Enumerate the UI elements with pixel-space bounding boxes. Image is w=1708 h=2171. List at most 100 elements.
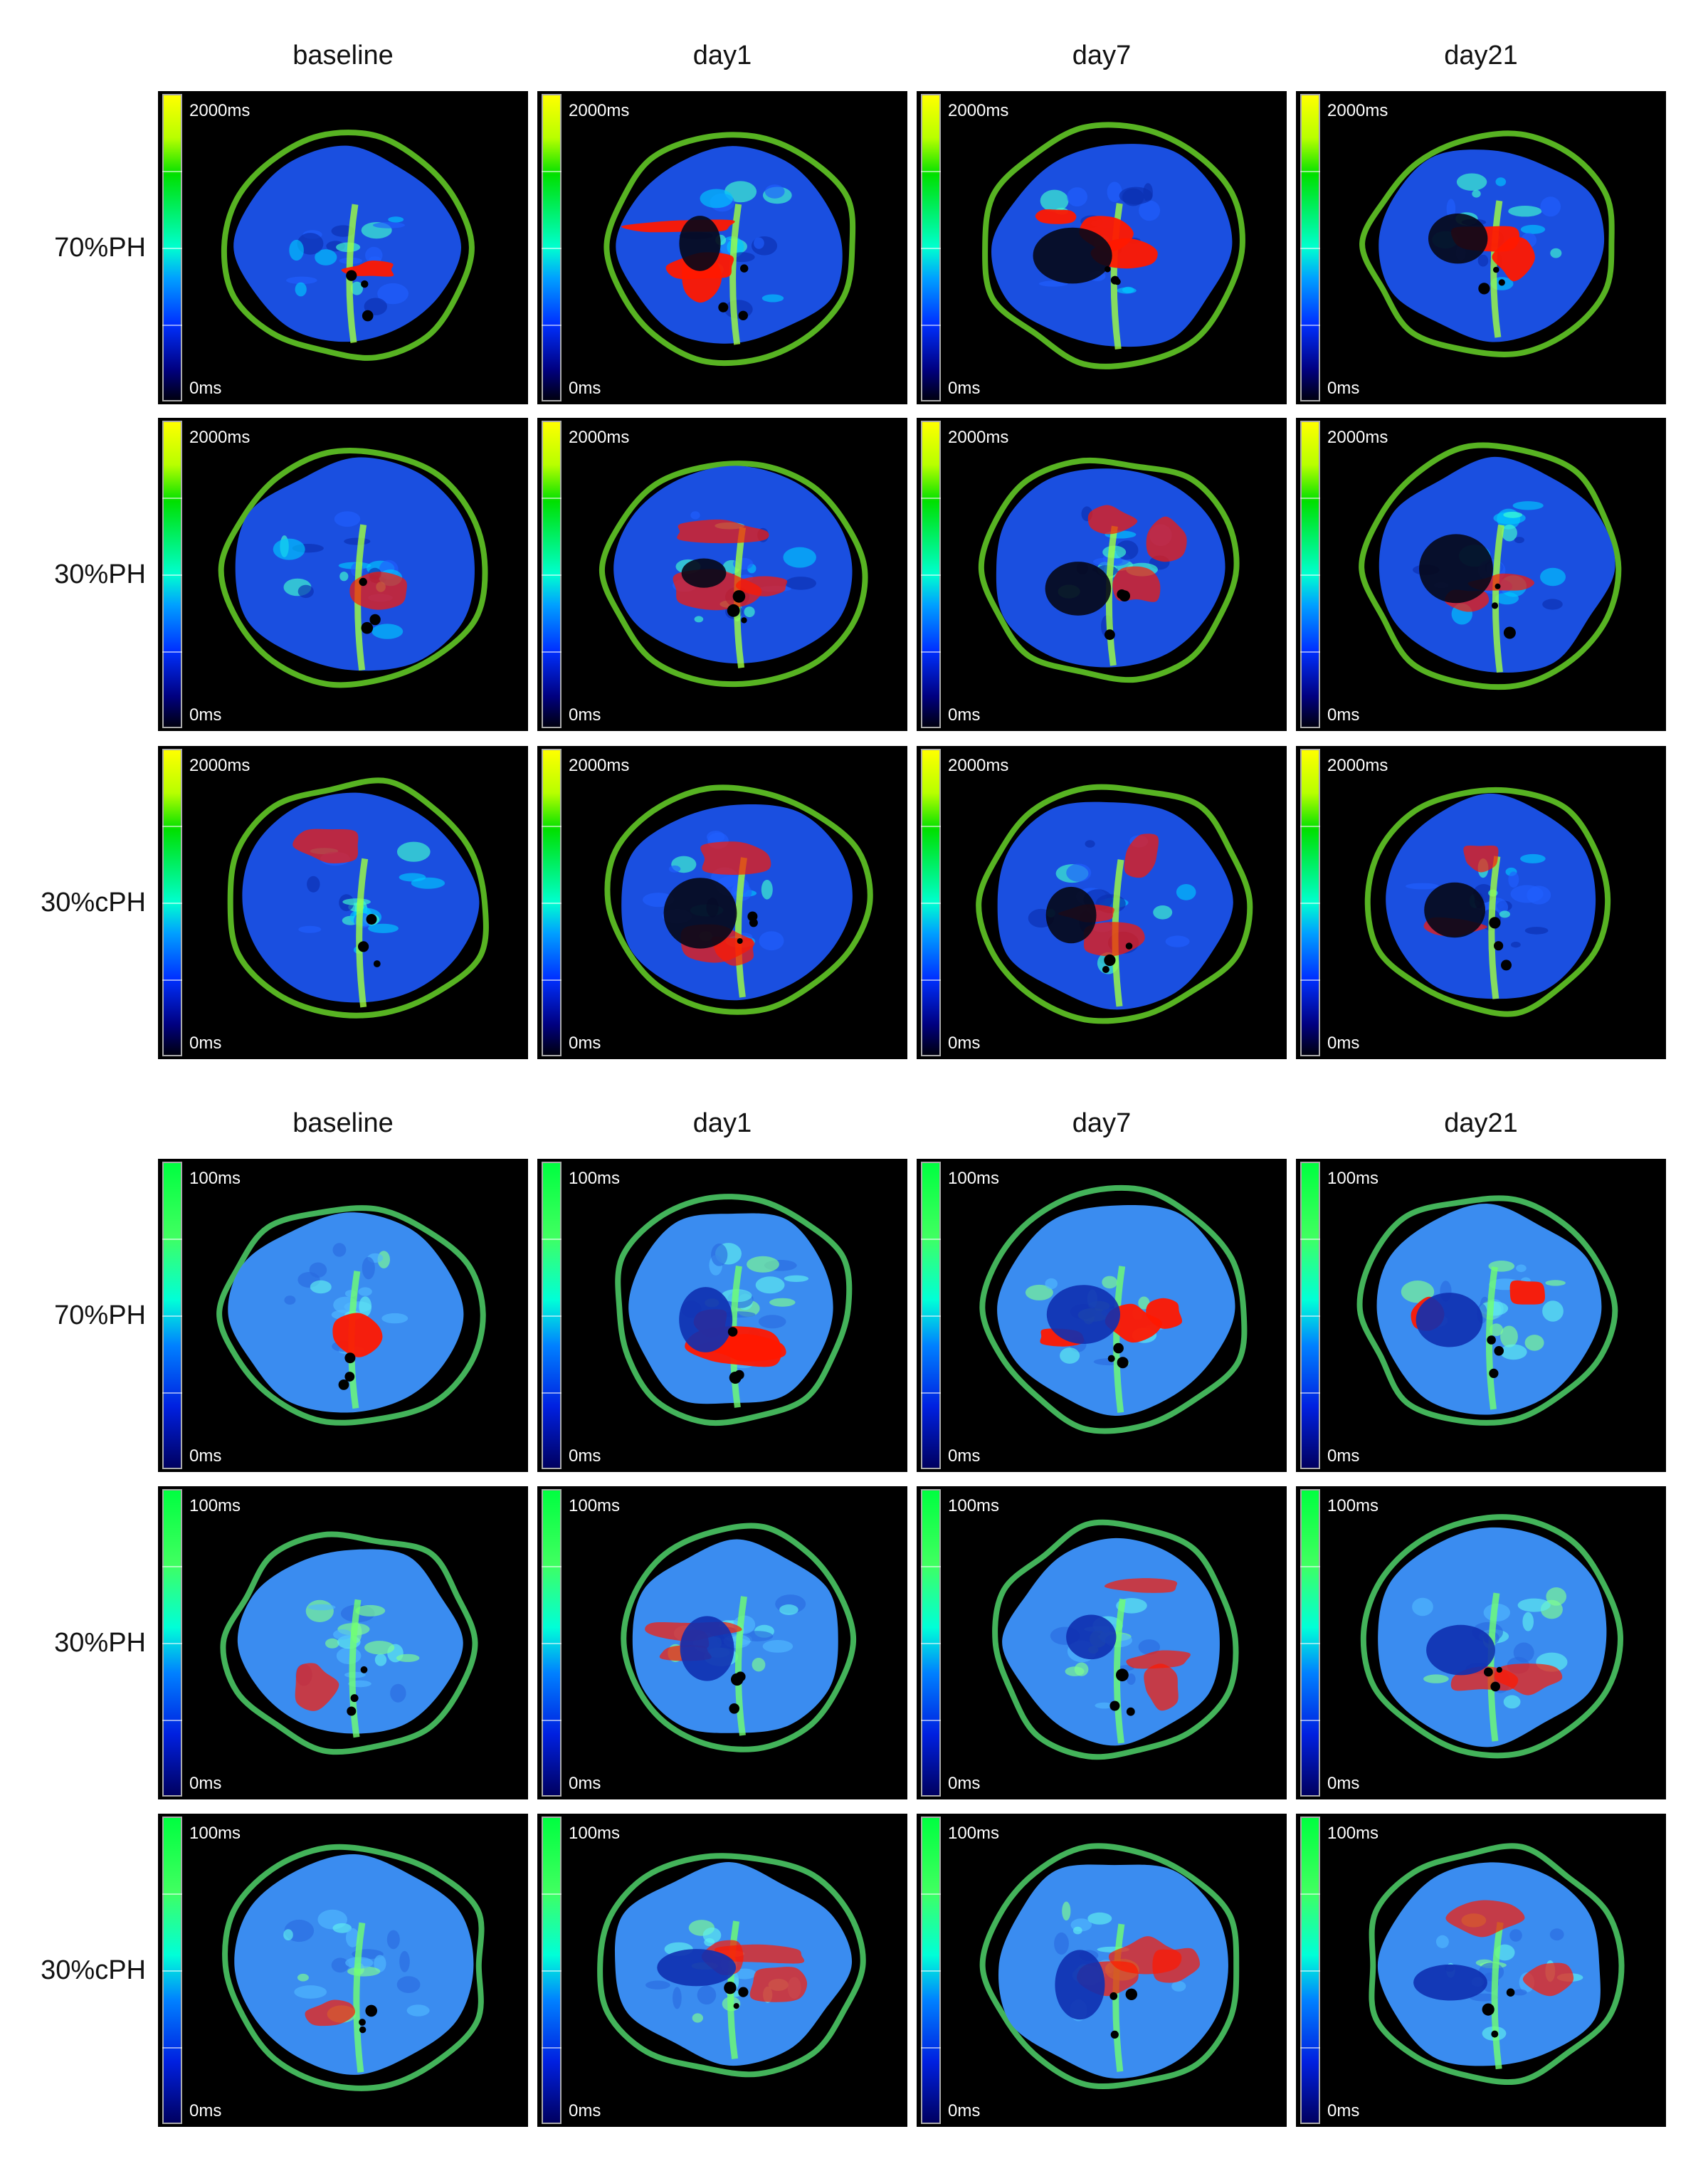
- scan-signal-speckle: [364, 1641, 395, 1655]
- scan-vessel-dot: [359, 2019, 366, 2026]
- column-header-day7: day7: [1072, 41, 1132, 70]
- scan-signal-speckle: [1102, 1276, 1118, 1289]
- scan-vessel-streak: [353, 1922, 366, 2073]
- scan-vessel-dot: [1489, 1368, 1499, 1378]
- scan-vessel-dot: [729, 1703, 739, 1714]
- colorbar-max-label: 2000ms: [569, 428, 630, 447]
- colorbar-min-label: 0ms: [569, 1446, 601, 1466]
- scan-signal-speckle: [1503, 1695, 1521, 1709]
- scan-high-signal-region: [1126, 1650, 1191, 1669]
- scan-signal-speckle: [1066, 863, 1092, 882]
- colorbar-tick: [162, 903, 182, 904]
- colorbar-tick: [162, 979, 182, 981]
- scan-vessel-dot: [1498, 279, 1505, 286]
- scan-tissue-ring: [218, 448, 488, 688]
- liver-cross-section-image: [603, 132, 856, 367]
- scan-signal-speckle: [1176, 884, 1196, 900]
- scan-signal-speckle: [694, 616, 704, 623]
- scan-vessel-dot: [362, 310, 374, 322]
- colorbar-min-label: 0ms: [569, 1034, 601, 1053]
- scan-signal-speckle: [358, 1287, 372, 1296]
- scan-vessel-streak: [1113, 1598, 1126, 1744]
- colorbar-max-label: 100ms: [189, 1824, 241, 1843]
- t1-map-panel: 2000ms 0ms: [158, 418, 528, 731]
- t2-map-panel: 100ms 0ms: [1296, 1486, 1666, 1799]
- liver-cross-section-image: [621, 1523, 857, 1752]
- t2-map-panel: 100ms 0ms: [158, 1486, 528, 1799]
- t2-map-panel: 100ms 0ms: [537, 1814, 907, 2127]
- scan-signal-speckle: [1511, 942, 1521, 948]
- scan-high-signal-region: [1087, 505, 1138, 535]
- colorbar-tick: [921, 1392, 941, 1394]
- scan-vessel-streak: [1487, 1592, 1500, 1742]
- scan-signal-speckle: [1516, 1264, 1527, 1273]
- scan-signal-speckle: [344, 537, 371, 545]
- scan-signal-speckle: [283, 1929, 293, 1941]
- scan-tissue-ring: [976, 784, 1253, 1024]
- colorbar-min-label: 0ms: [569, 2101, 601, 2120]
- scan-signal-speckle: [1107, 182, 1122, 202]
- scan-vessel-dot: [1109, 1700, 1120, 1711]
- colorbar-min-label: 0ms: [948, 705, 981, 725]
- t1-map-panel: 2000ms 0ms: [917, 746, 1287, 1059]
- colorbar-max-label: 100ms: [948, 1169, 1000, 1188]
- colorbar-tick: [162, 1239, 182, 1240]
- scan-signal-speckle: [752, 1658, 766, 1672]
- scan-signal-speckle: [294, 1985, 327, 1999]
- scan-resection-cavity: [680, 1616, 734, 1681]
- scan-signal-speckle: [386, 1930, 400, 1950]
- colorbar-min-label: 0ms: [189, 705, 222, 725]
- colorbar-max-label: 100ms: [569, 1169, 621, 1188]
- colorbar-max-label: 2000ms: [1327, 101, 1388, 120]
- row-label-30pctph: 30%PH: [54, 1628, 146, 1658]
- scan-vessel-dot: [365, 2004, 377, 2017]
- colorbar-tick: [1300, 1970, 1320, 1972]
- colorbar-min-label: 0ms: [1327, 379, 1360, 398]
- scan-tissue-ring: [1359, 130, 1615, 357]
- colorbar-tick: [542, 2047, 562, 2049]
- colorbar-tick: [1300, 651, 1320, 653]
- scan-signal-speckle: [1087, 1912, 1112, 1925]
- scan-signal-speckle: [307, 1604, 336, 1611]
- colorbar-tick: [542, 574, 562, 576]
- colorbar-tick: [542, 826, 562, 827]
- scan-resection-cavity: [679, 216, 721, 271]
- scan-tissue-ring: [978, 457, 1240, 683]
- row-label-30pctcph: 30%cPH: [41, 888, 146, 918]
- scan-vessel-dot: [1125, 1988, 1137, 2000]
- scan-vessel-streak: [1488, 856, 1501, 999]
- scan-vessel-dot: [1110, 2030, 1119, 2039]
- scan-signal-speckle: [1138, 1639, 1160, 1655]
- colorbar-tick: [1300, 574, 1320, 576]
- scan-high-signal-region: [292, 829, 359, 863]
- scan-signal-speckle: [769, 1298, 796, 1307]
- scan-signal-speckle: [1412, 1597, 1433, 1617]
- scan-signal-speckle: [336, 1647, 362, 1664]
- colorbar-tick: [542, 651, 562, 653]
- scan-signal-speckle: [333, 1629, 352, 1640]
- scan-high-signal-region: [1035, 209, 1077, 224]
- scan-resection-cavity: [1033, 227, 1112, 284]
- t1-map-panel: 2000ms 0ms: [1296, 746, 1666, 1059]
- liver-cross-section-image: [1369, 1843, 1625, 2086]
- scan-signal-speckle: [309, 1262, 327, 1278]
- scan-signal-speckle: [1040, 189, 1069, 212]
- scan-signal-speckle: [273, 538, 305, 560]
- scan-signal-speckle: [331, 1957, 349, 1973]
- scan-resection-cavity: [1419, 534, 1493, 604]
- colorbar-max-label: 2000ms: [189, 101, 251, 120]
- t1-map-panel: 2000ms 0ms: [537, 91, 907, 404]
- column-header-baseline: baseline: [292, 1108, 394, 1138]
- scan-vessel-dot: [741, 617, 747, 624]
- scan-signal-speckle: [692, 2013, 703, 2023]
- t1-map-panel: 2000ms 0ms: [537, 418, 907, 731]
- column-header-day21: day21: [1444, 1108, 1518, 1138]
- scan-tissue-ring: [979, 1184, 1248, 1434]
- scan-tissue-ring: [1356, 1195, 1618, 1426]
- colorbar-tick: [1300, 1643, 1320, 1644]
- colorbar-tick: [921, 1239, 941, 1240]
- colorbar-tick: [542, 979, 562, 981]
- scan-signal-speckle: [1153, 905, 1173, 920]
- scan-vessel-dot: [1125, 942, 1133, 950]
- scan-signal-speckle: [1423, 1674, 1449, 1683]
